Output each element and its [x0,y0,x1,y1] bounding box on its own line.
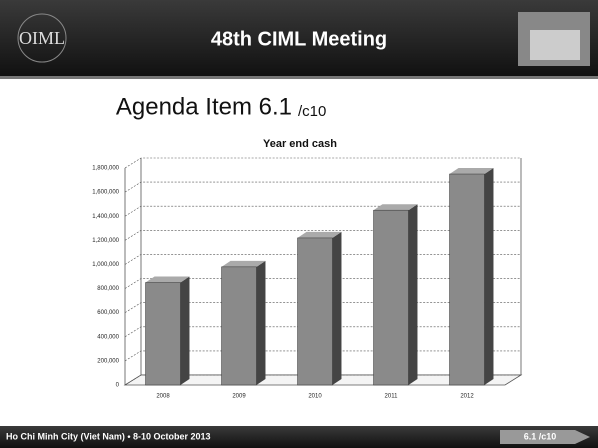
next-button-label[interactable]: 6.1 /c10 [524,431,557,441]
header-photo-building [530,30,580,60]
bar [222,261,266,385]
slide-subtitle: /c10 [298,103,326,120]
bar-front [374,210,409,385]
y-tick-label: 1,600,000 [92,190,119,196]
y-tick-label: 600,000 [97,310,119,316]
chart-title: Year end cash [263,138,337,150]
slide-title: Agenda Item 6.1 [116,93,292,120]
bar [374,204,418,385]
y-tick-label: 1,800,000 [92,166,119,172]
y-tick-label: 800,000 [97,286,119,292]
bar [450,168,494,385]
y-tick-label: 200,000 [97,358,119,364]
logo: OIML [19,28,65,48]
bar-front [146,283,181,385]
y-tick-label: 1,000,000 [92,262,119,268]
x-tick-label: 2011 [385,394,399,400]
footer-location: Ho Chi Minh City (Viet Nam) • 8-10 Octob… [6,431,211,441]
bar-front [298,238,333,385]
bar-side [256,261,265,385]
x-tick-label: 2009 [232,394,246,400]
bar-side [332,232,341,385]
bar-side [180,277,189,385]
header-rule [0,76,598,79]
y-tick-label: 1,200,000 [92,238,119,244]
x-tick-label: 2012 [460,394,474,400]
y-tick-label: 400,000 [97,334,119,340]
x-tick-label: 2010 [308,394,322,400]
bar-side [408,204,417,385]
bar [146,277,190,385]
bar [298,232,342,385]
slide: OIML 48th CIML Meeting Agenda Item 6.1 /… [0,0,598,448]
header-title: 48th CIML Meeting [211,28,387,50]
bar-front [450,174,485,385]
y-tick-label: 1,400,000 [92,214,119,220]
bar-front [222,267,257,385]
bar-side [484,168,493,385]
x-tick-label: 2008 [156,394,170,400]
